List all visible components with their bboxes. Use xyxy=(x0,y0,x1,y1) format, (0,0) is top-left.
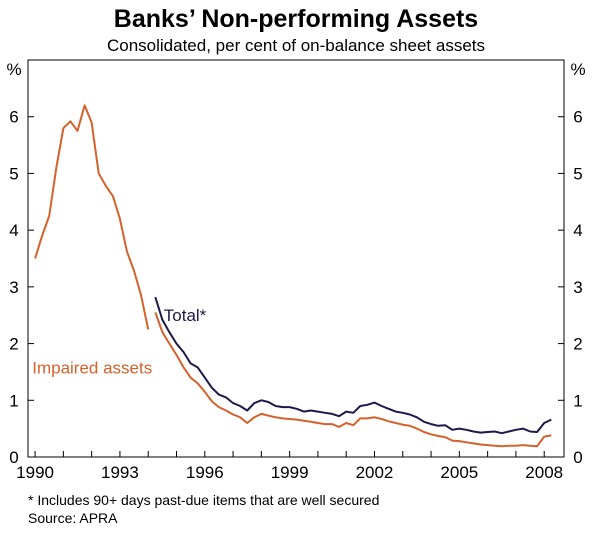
y-tick-label-left: 3 xyxy=(9,278,18,297)
x-tick-label: 2002 xyxy=(356,463,394,482)
axes: 0 0 1 1 2 2 3 3 4 4 5 5 6 6% % 1990 1993 1996 1999 2002 2005… xyxy=(6,59,586,482)
y-unit-right: % xyxy=(570,60,585,79)
y-tick-label-right: 4 xyxy=(573,221,582,240)
y-tick-label-left: 1 xyxy=(9,391,18,410)
y-tick-label-left: 5 xyxy=(9,164,18,183)
chart-subtitle: Consolidated, per cent of on-balance she… xyxy=(106,36,486,55)
y-tick-label-right: 2 xyxy=(573,335,582,354)
x-tick-label: 1990 xyxy=(16,463,54,482)
y-tick-label-left: 0 xyxy=(9,448,18,467)
y-tick-label-right: 6 xyxy=(573,108,582,127)
x-tick-label: 1993 xyxy=(101,463,139,482)
y-tick-label-right: 3 xyxy=(573,278,582,297)
x-tick-label: 1999 xyxy=(271,463,309,482)
y-tick-label-left: 2 xyxy=(9,335,18,354)
footnote: * Includes 90+ days past-due items that … xyxy=(28,492,380,508)
y-tick-label-left: 6 xyxy=(9,108,18,127)
series-label: Impaired assets xyxy=(32,359,152,378)
series-label: Total* xyxy=(164,306,207,325)
series-line-impaired-assets xyxy=(34,104,150,330)
series-layer xyxy=(34,104,552,448)
plot-frame xyxy=(27,59,565,458)
series-line-impaired-assets xyxy=(154,312,552,448)
source-note: Source: APRA xyxy=(28,510,118,526)
annotations: Total* Impaired assets xyxy=(32,306,206,378)
y-unit-left: % xyxy=(6,60,21,79)
y-tick-label-right: 5 xyxy=(573,164,582,183)
x-tick-label: 2005 xyxy=(440,463,478,482)
y-tick-label-left: 4 xyxy=(9,221,18,240)
chart-title: Banks’ Non-performing Assets xyxy=(113,5,479,33)
series-line-total xyxy=(154,296,552,435)
x-tick-label: 1996 xyxy=(186,463,224,482)
y-tick-label-right: 1 xyxy=(573,391,582,410)
x-tick-label: 2008 xyxy=(525,463,563,482)
y-tick-label-right: 0 xyxy=(573,448,582,467)
